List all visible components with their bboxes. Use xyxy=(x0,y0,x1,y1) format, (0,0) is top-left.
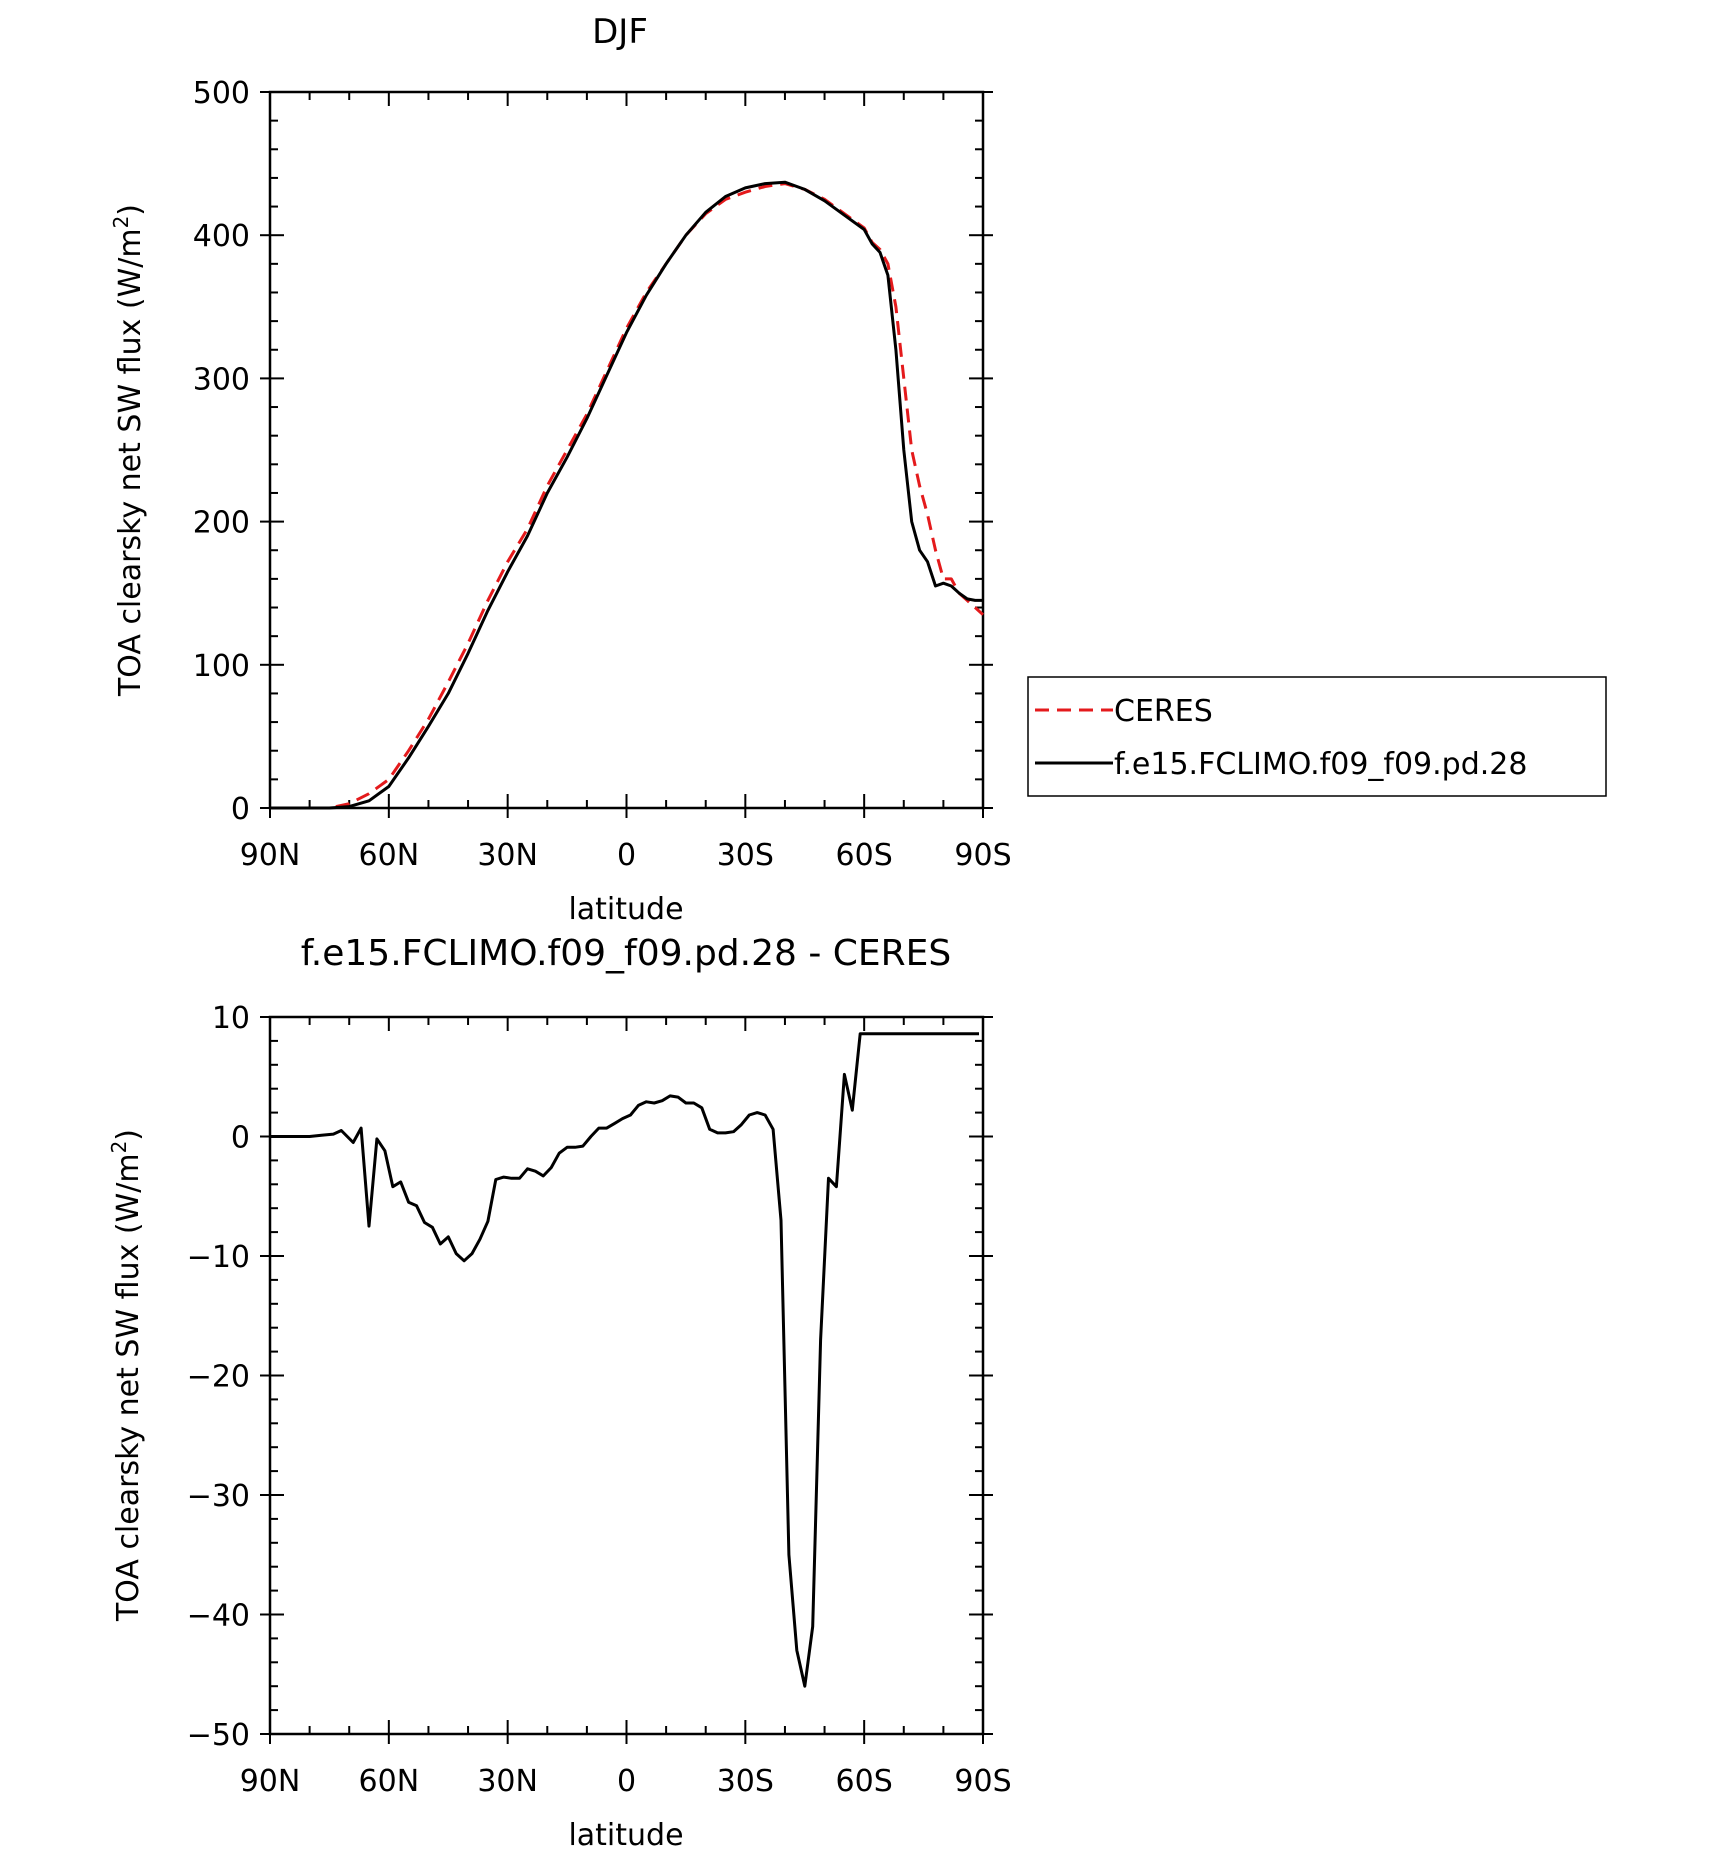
legend: CERES f.e15.FCLIMO.f09_f09.pd.28 xyxy=(1027,676,1607,797)
chart-title: f.e15.FCLIMO.f09_f09.pd.28 - CERES xyxy=(301,933,952,974)
y-tick-label: 0 xyxy=(231,792,250,827)
panel-djf: DJF 90N 60N 30N 0 30S 60S 90S0100200300400500 … xyxy=(109,12,1607,927)
x-tick-label: 90N xyxy=(240,1764,301,1799)
y-axis-label: TOA clearsky net SW flux (W/m2) xyxy=(109,204,148,697)
chart-title: DJF xyxy=(592,12,648,52)
y-tick-label: 500 xyxy=(193,76,250,111)
y-axis-label-main: TOA clearsky net SW flux (W/m xyxy=(111,1153,146,1622)
x-tick-label: 30S xyxy=(717,1764,774,1799)
y-tick-label: −30 xyxy=(187,1479,250,1514)
y-tick-label: 100 xyxy=(193,649,250,684)
y-tick-label: −10 xyxy=(187,1240,250,1275)
panel-difference: f.e15.FCLIMO.f09_f09.pd.28 - CERES 90N 60… xyxy=(107,933,1012,1850)
x-tick-label: 60S xyxy=(836,838,893,873)
x-tick-label: 30N xyxy=(477,1764,538,1799)
plot-frame xyxy=(268,90,985,810)
y-axis-label: TOA clearsky net SW flux (W/m2) xyxy=(107,1129,146,1622)
y-axis-label-sup: 2 xyxy=(109,216,133,229)
y-tick-label: 10 xyxy=(212,1001,250,1036)
legend-box xyxy=(1027,676,1607,797)
x-tick-label: 90S xyxy=(954,838,1011,873)
x-tick-label: 60N xyxy=(359,1764,420,1799)
y-tick-label: −50 xyxy=(187,1718,250,1753)
x-tick-label: 30N xyxy=(477,838,538,873)
y-tick-label: 400 xyxy=(193,219,250,254)
x-axis-label: latitude xyxy=(568,892,683,927)
series-lines xyxy=(270,1032,979,1688)
series-line-f-e15-fclimo-f09-f09-pd-28 xyxy=(270,180,983,810)
legend-label-ceres: CERES xyxy=(1114,694,1213,729)
y-axis-label-close: ) xyxy=(111,1129,146,1141)
y-tick-label: 300 xyxy=(193,362,250,397)
x-tick-label: 90N xyxy=(240,838,301,873)
axis-ticks xyxy=(260,1016,993,1744)
axis-ticks xyxy=(260,91,993,818)
x-tick-label: 90S xyxy=(954,1764,1011,1799)
x-tick-label: 0 xyxy=(617,838,636,873)
tick-labels: 90N 60N 30N 0 30S 60S 90S 0 100 200 300 400 500 xyxy=(193,76,1012,873)
y-tick-label: −20 xyxy=(187,1360,250,1395)
y-tick-label: 0 xyxy=(231,1121,250,1156)
y-axis-label-main: TOA clearsky net SW flux (W/m xyxy=(113,228,148,697)
tick-labels: 90N 60N 30N 0 30S 60S 90S 10 0 −10 −20 −30 −40 −50 xyxy=(187,1001,1012,1799)
legend-label-model: f.e15.FCLIMO.f09_f09.pd.28 xyxy=(1114,747,1527,782)
y-tick-label: 200 xyxy=(193,506,250,541)
x-axis-label: latitude xyxy=(568,1818,683,1850)
series-lines xyxy=(270,180,985,810)
y-tick-label: −40 xyxy=(187,1599,250,1634)
series-line-difference xyxy=(270,1032,979,1688)
y-axis-label-sup: 2 xyxy=(107,1141,131,1154)
x-tick-label: 0 xyxy=(617,1764,636,1799)
x-tick-label: 60S xyxy=(836,1764,893,1799)
series-line-ceres xyxy=(270,182,985,810)
plot-frame xyxy=(268,1015,985,1736)
x-tick-label: 30S xyxy=(717,838,774,873)
x-tick-label: 60N xyxy=(359,838,420,873)
y-axis-label-close: ) xyxy=(113,204,148,216)
